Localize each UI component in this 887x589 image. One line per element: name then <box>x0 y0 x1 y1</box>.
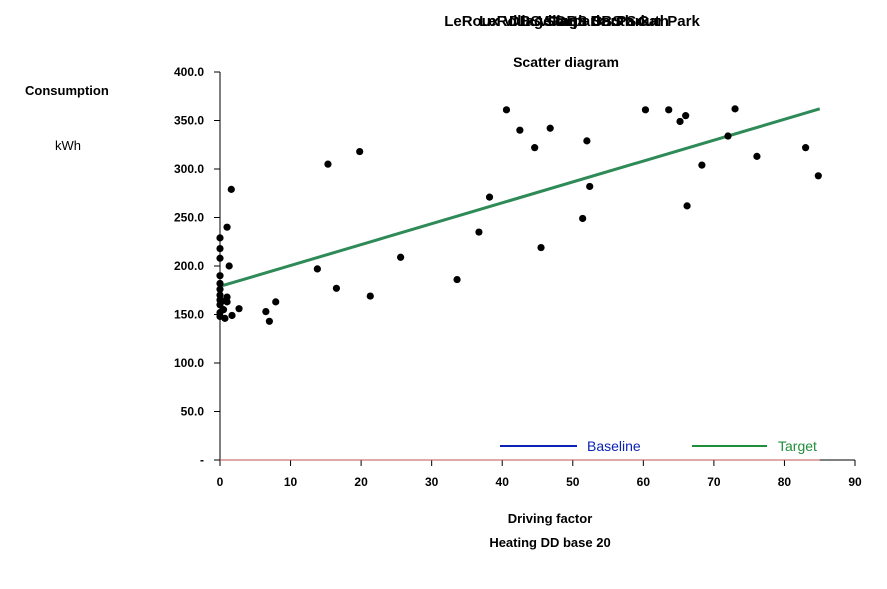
data-point <box>223 293 231 301</box>
data-point <box>453 275 461 284</box>
y-axis-unit: kWh <box>55 138 81 153</box>
legend-label-target: Target <box>778 438 817 454</box>
data-point <box>698 161 706 169</box>
legend-label-baseline: Baseline <box>587 438 641 454</box>
y-tick-label: 150.0 <box>174 308 204 322</box>
x-tick-label: 70 <box>707 475 721 489</box>
y-tick-label: 250.0 <box>174 211 204 225</box>
x-tick-label: 80 <box>778 475 792 489</box>
data-point <box>676 117 684 126</box>
data-point <box>665 106 673 114</box>
data-point <box>324 160 332 168</box>
y-tick-label: 50.0 <box>181 405 205 419</box>
data-point <box>682 112 690 120</box>
y-tick-label: 100.0 <box>174 356 204 370</box>
data-point <box>475 228 483 236</box>
y-tick-label: 300.0 <box>174 162 204 176</box>
data-point <box>221 314 229 322</box>
data-point <box>262 307 270 316</box>
x-tick-label: 40 <box>496 475 510 489</box>
data-point <box>265 317 273 325</box>
data-point <box>731 105 739 113</box>
data-point <box>216 279 224 288</box>
data-point <box>502 106 511 114</box>
data-point <box>683 202 691 210</box>
data-point <box>537 243 545 252</box>
x-tick-label: 90 <box>848 475 862 489</box>
chart-title-layer: LeRoux Village DBS South <box>479 13 669 30</box>
data-point <box>216 272 224 280</box>
data-point <box>579 214 587 223</box>
data-point <box>583 137 591 145</box>
x-tick-label: 10 <box>284 475 298 489</box>
data-point <box>216 254 224 262</box>
data-point <box>216 234 224 242</box>
data-point <box>397 253 405 261</box>
data-point <box>485 193 494 201</box>
y-tick-label: - <box>200 453 204 467</box>
target-line <box>219 107 821 288</box>
data-point <box>366 292 374 300</box>
x-tick-label: 0 <box>217 475 224 489</box>
data-point <box>313 265 321 273</box>
x-axis-sublabel: Heating DD base 20 <box>489 535 611 550</box>
y-tick-label: 200.0 <box>174 259 204 273</box>
data-point <box>225 262 233 270</box>
x-tick-label: 60 <box>637 475 651 489</box>
x-tick-label: 50 <box>566 475 580 489</box>
x-tick-label: 20 <box>354 475 368 489</box>
x-axis-label: Driving factor <box>507 511 593 526</box>
data-point <box>814 172 822 180</box>
data-point <box>356 147 364 156</box>
y-axis-label: Consumption <box>25 83 109 98</box>
data-point <box>272 298 280 306</box>
data-point <box>724 132 732 140</box>
chart-title-layer: Carpark <box>547 13 605 30</box>
data-point <box>641 106 650 114</box>
data-point <box>753 152 761 160</box>
data-point <box>332 284 341 292</box>
data-point <box>216 244 224 253</box>
data-point <box>586 182 594 191</box>
chart-title-layer: LeRoux Village DBS South Car Park <box>444 13 700 30</box>
data-point <box>223 223 231 231</box>
data-point <box>546 124 554 132</box>
x-tick-label: 30 <box>425 475 439 489</box>
data-point <box>802 144 810 152</box>
data-point <box>235 305 243 313</box>
data-point <box>227 185 235 193</box>
data-point <box>219 306 228 314</box>
data-point <box>531 144 539 152</box>
chart-title-layer: DBS South CarPark <box>508 13 650 30</box>
data-point <box>216 285 224 293</box>
data-point <box>216 291 224 299</box>
y-tick-label: 350.0 <box>174 114 204 128</box>
data-point <box>516 126 524 134</box>
data-point <box>228 311 236 320</box>
y-tick-label: 400.0 <box>174 65 204 79</box>
chart-subtitle: Scatter diagram <box>513 54 619 70</box>
chart-title: LeRoux Village DBS South Carpark LeRoux … <box>400 13 750 33</box>
